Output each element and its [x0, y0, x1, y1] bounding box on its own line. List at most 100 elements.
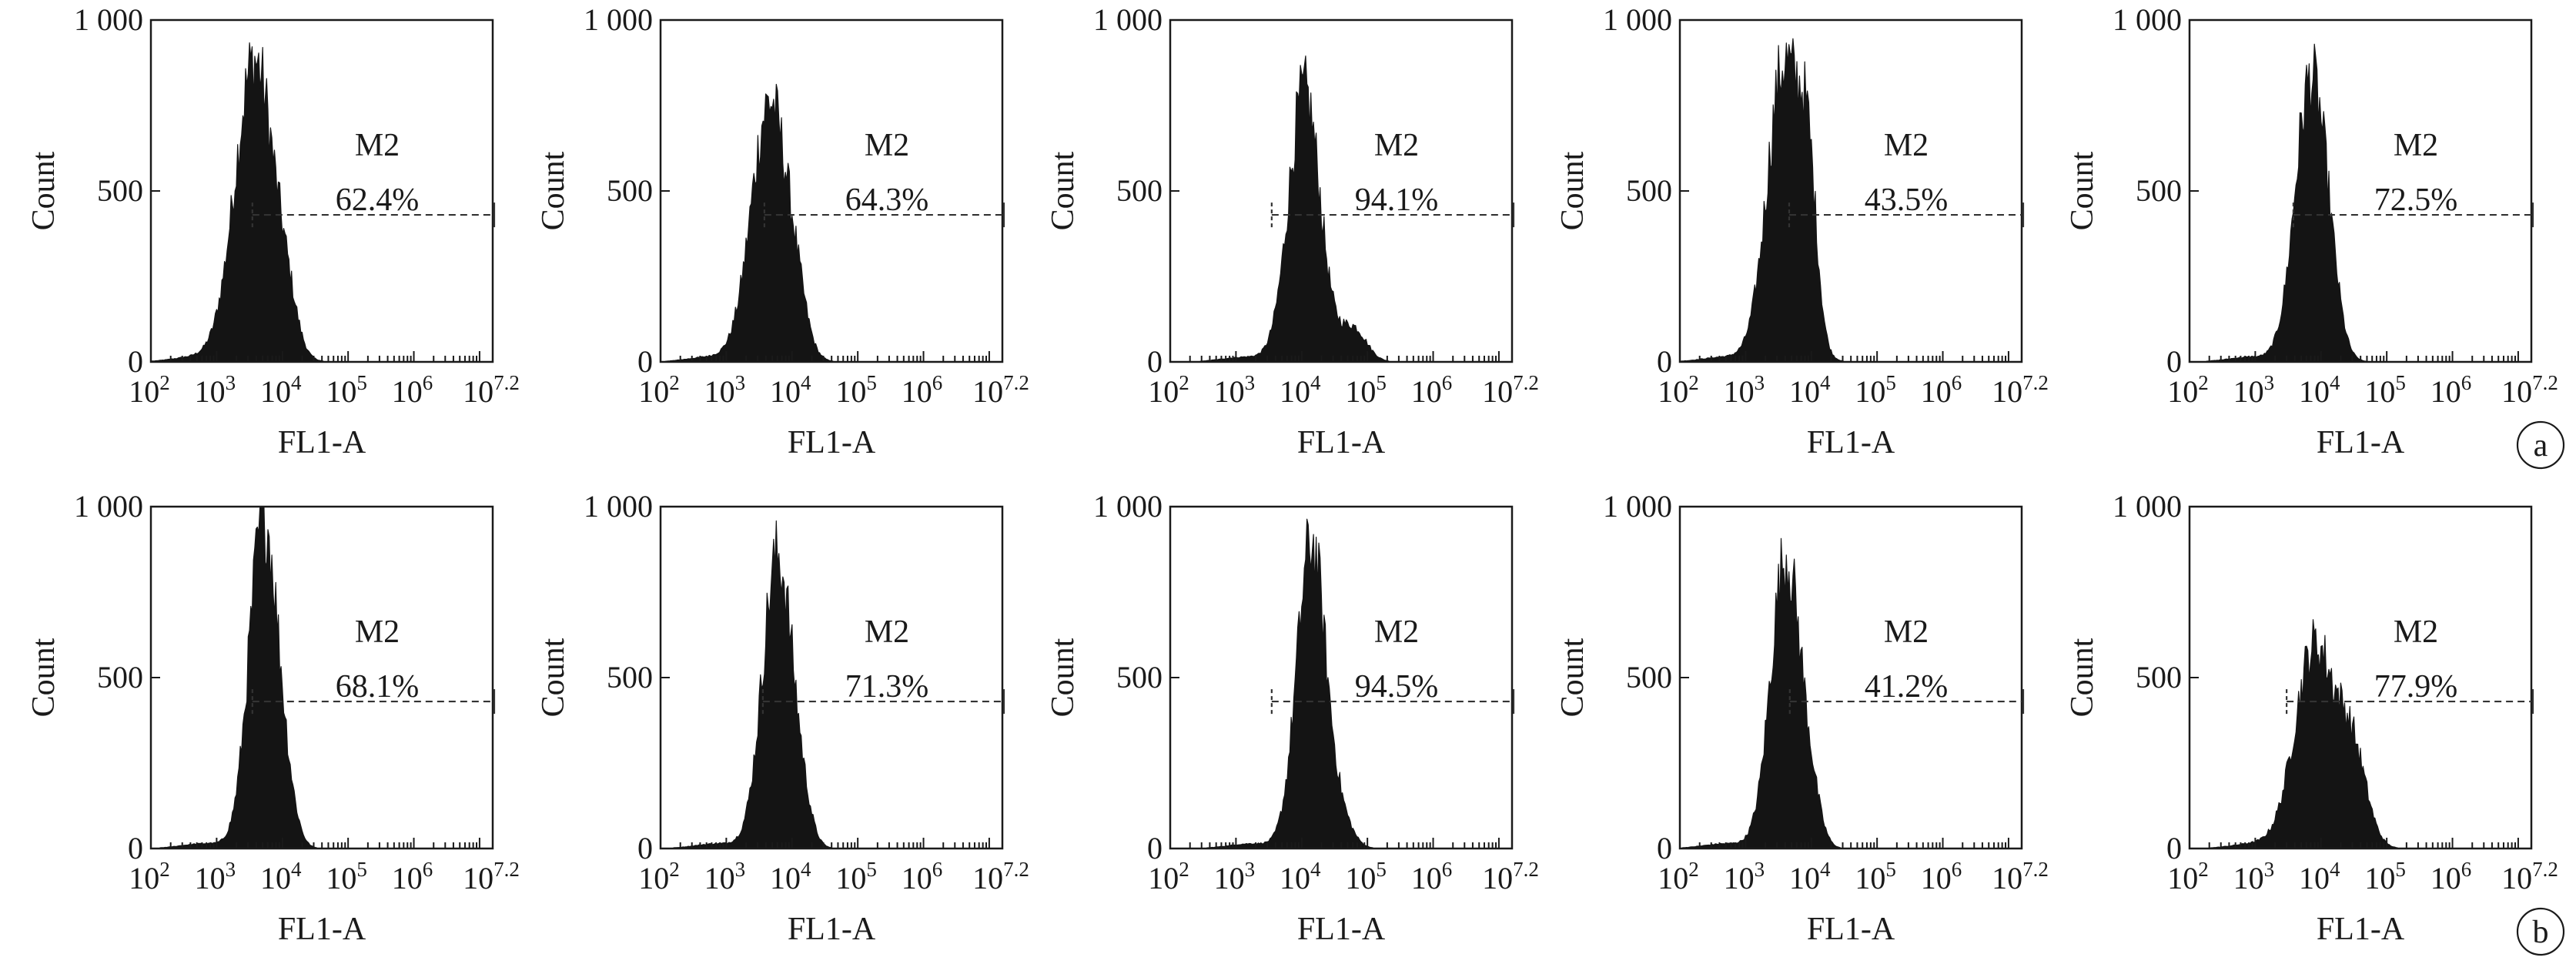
panel-tag-label: a — [2534, 428, 2548, 464]
x-tick-label: 105 — [2364, 371, 2406, 409]
x-tick-label: 105 — [835, 371, 877, 409]
x-tick-label: 103 — [2233, 371, 2275, 409]
y-tick-label: 1 000 — [1603, 489, 1672, 524]
x-tick-label: 102 — [129, 858, 170, 895]
x-tick-label: 102 — [1148, 858, 1189, 895]
x-tick-label: 105 — [326, 858, 367, 895]
plot-frame — [659, 505, 1004, 850]
x-tick-label: 107.2 — [1482, 858, 1539, 895]
panel-tag-label: b — [2533, 915, 2549, 950]
y-tick-label: 500 — [1626, 660, 1672, 695]
x-tick-label: 103 — [2233, 858, 2275, 895]
y-tick-label: 1 000 — [1603, 2, 1672, 37]
x-tick-label: 105 — [835, 858, 877, 895]
x-tick-label: 104 — [770, 371, 811, 409]
y-tick-label: 1 000 — [74, 489, 143, 524]
histogram-panel: 0 500 1 000 102 103 104 105 106 107.2 FL1-A Count M… — [2065, 489, 2558, 947]
x-tick-label: 106 — [1921, 371, 1962, 409]
histogram-area — [1679, 537, 2022, 849]
gate-label: M2 — [1884, 128, 1929, 163]
x-axis-title: FL1-A — [788, 912, 876, 947]
gate-percent: 41.2% — [1865, 669, 1949, 705]
gate-percent: 71.3% — [845, 669, 929, 705]
gate-label: M2 — [2394, 614, 2438, 650]
x-axis-title: FL1-A — [2317, 425, 2405, 460]
y-tick-label: 500 — [97, 173, 143, 208]
x-tick-label: 107.2 — [2501, 858, 2558, 895]
x-tick-label: 107.2 — [463, 858, 520, 895]
y-tick-label: 0 — [128, 344, 143, 379]
histogram-area — [150, 506, 493, 849]
x-tick-label: 105 — [1345, 371, 1387, 409]
x-tick-label: 102 — [2167, 371, 2209, 409]
panel-tag-circle — [2516, 907, 2565, 956]
histogram-area — [2189, 619, 2532, 849]
histogram-panel: 0 500 1 000 102 103 104 105 106 107.2 FL1-A Count M… — [1045, 2, 1539, 460]
histogram-area — [660, 83, 1003, 363]
x-tick-label: 104 — [770, 858, 811, 895]
x-tick-label: 105 — [1345, 858, 1387, 895]
y-tick-label: 500 — [1116, 660, 1163, 695]
x-tick-label: 102 — [1148, 371, 1189, 409]
y-tick-label: 500 — [1116, 173, 1163, 208]
plot-frame — [149, 18, 494, 363]
histogram-panel: 0 500 1 000 102 103 104 105 106 107.2 FL1-A Count M… — [26, 489, 520, 947]
y-axis-title: Count — [26, 151, 62, 230]
y-tick-label: 0 — [1147, 344, 1163, 379]
x-tick-label: 104 — [2299, 858, 2340, 895]
x-tick-label: 102 — [1658, 858, 1699, 895]
x-axis-title: FL1-A — [2317, 912, 2405, 947]
x-tick-label: 107.2 — [1992, 371, 2049, 409]
gate-percent: 94.5% — [1355, 669, 1439, 705]
x-tick-label: 104 — [1280, 371, 1321, 409]
x-tick-label: 105 — [2364, 858, 2406, 895]
y-tick-label: 1 000 — [584, 2, 653, 37]
y-tick-label: 1 000 — [1093, 2, 1163, 37]
gate-percent: 64.3% — [845, 182, 929, 218]
x-axis-title: FL1-A — [1297, 912, 1386, 947]
x-axis-title: FL1-A — [278, 912, 366, 947]
y-tick-label: 1 000 — [1093, 489, 1163, 524]
histogram-panel: 0 500 1 000 102 103 104 105 106 107.2 FL1-A Count M… — [2065, 2, 2558, 460]
x-tick-label: 103 — [1214, 858, 1256, 895]
x-tick-label: 103 — [195, 858, 236, 895]
x-tick-label: 106 — [1411, 858, 1453, 895]
plot-frame — [659, 18, 1004, 363]
y-tick-label: 500 — [1626, 173, 1672, 208]
histogram-area — [150, 42, 493, 363]
y-tick-label: 0 — [637, 831, 653, 865]
plot-frame — [1678, 505, 2023, 850]
x-tick-label: 107.2 — [972, 858, 1029, 895]
y-tick-label: 0 — [2166, 344, 2182, 379]
y-tick-label: 500 — [2136, 660, 2182, 695]
histogram-panel: 0 500 1 000 102 103 104 105 106 107.2 FL1-A Count M… — [1555, 2, 2049, 460]
plot-frame — [2188, 18, 2533, 363]
y-axis-title: Count — [1555, 151, 1591, 230]
x-tick-label: 105 — [1855, 371, 1896, 409]
y-tick-label: 1 000 — [2113, 489, 2182, 524]
gate-label: M2 — [1374, 614, 1419, 650]
gate-label: M2 — [865, 128, 909, 163]
y-tick-label: 0 — [1657, 344, 1672, 379]
gate-percent: 43.5% — [1865, 182, 1949, 218]
x-tick-label: 107.2 — [1482, 371, 1539, 409]
y-axis-title: Count — [26, 638, 62, 717]
gate-percent: 72.5% — [2374, 182, 2458, 218]
x-axis-title: FL1-A — [278, 425, 366, 460]
histogram-panel: 0 500 1 000 102 103 104 105 106 107.2 FL1-A Count M… — [1045, 489, 1539, 947]
gate-percent: 77.9% — [2374, 669, 2458, 705]
x-tick-label: 103 — [1724, 858, 1765, 895]
y-tick-label: 500 — [607, 660, 653, 695]
x-tick-label: 106 — [902, 371, 943, 409]
x-tick-label: 107.2 — [463, 371, 520, 409]
x-tick-label: 106 — [2430, 371, 2472, 409]
x-tick-label: 102 — [2167, 858, 2209, 895]
x-tick-label: 106 — [2430, 858, 2472, 895]
x-tick-label: 104 — [1280, 858, 1321, 895]
x-tick-label: 107.2 — [2501, 371, 2558, 409]
histogram-panel: 0 500 1 000 102 103 104 105 106 107.2 FL1-A Count M… — [1555, 489, 2049, 947]
histogram-area — [660, 520, 1003, 849]
gate-label: M2 — [1884, 614, 1929, 650]
x-tick-label: 104 — [2299, 371, 2340, 409]
